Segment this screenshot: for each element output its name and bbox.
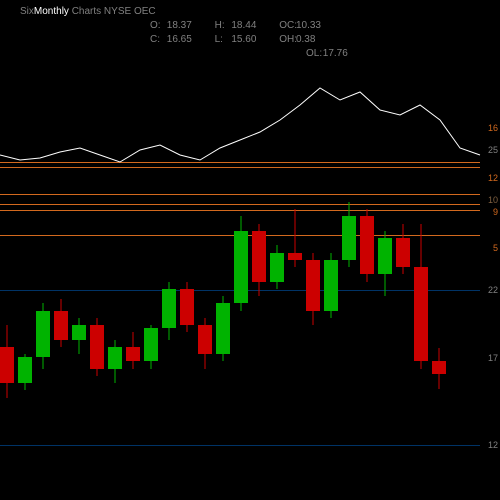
candle <box>270 0 284 500</box>
axis-label: 10 <box>488 195 498 205</box>
candle-body <box>288 253 302 260</box>
candle-body <box>360 216 374 274</box>
candle-body <box>342 216 356 260</box>
axis-label: 25 <box>488 145 498 155</box>
candle-body <box>234 231 248 304</box>
candle-body <box>54 311 68 340</box>
axis-label: 12 <box>488 440 498 450</box>
candle <box>414 0 428 500</box>
candle <box>378 0 392 500</box>
candle-body <box>324 260 338 311</box>
candle-body <box>0 347 14 383</box>
candle <box>180 0 194 500</box>
candle <box>18 0 32 500</box>
candle <box>54 0 68 500</box>
candle <box>0 0 14 500</box>
candle <box>342 0 356 500</box>
candle-body <box>378 238 392 274</box>
candle <box>36 0 50 500</box>
axis-label: 12 <box>488 173 498 183</box>
candle-body <box>252 231 266 282</box>
candle <box>234 0 248 500</box>
candle <box>324 0 338 500</box>
candle-body <box>108 347 122 369</box>
candle-body <box>36 311 50 357</box>
candle-body <box>270 253 284 282</box>
candlestick-area <box>0 0 500 500</box>
candle <box>216 0 230 500</box>
axis-label: 9 <box>493 207 498 217</box>
candle <box>360 0 374 500</box>
candle <box>288 0 302 500</box>
candle-body <box>126 347 140 362</box>
candle-body <box>90 325 104 369</box>
candle <box>432 0 446 500</box>
chart-container: SixMonthly Charts NYSE OEC O: 18.37 H: 1… <box>0 0 500 500</box>
candle-body <box>432 361 446 374</box>
candle-body <box>162 289 176 328</box>
candle <box>144 0 158 500</box>
candle <box>162 0 176 500</box>
axis-label: 22 <box>488 285 498 295</box>
candle-body <box>396 238 410 267</box>
candle-body <box>72 325 86 340</box>
axis-label: 17 <box>488 353 498 363</box>
candle-body <box>180 289 194 325</box>
candle-body <box>414 267 428 361</box>
axis-label: 5 <box>493 243 498 253</box>
candle <box>306 0 320 500</box>
candle-body <box>144 328 158 361</box>
candle-body <box>198 325 212 354</box>
candle <box>108 0 122 500</box>
candle <box>198 0 212 500</box>
candle <box>126 0 140 500</box>
axis-label: 16 <box>488 123 498 133</box>
candle <box>252 0 266 500</box>
candle-body <box>18 357 32 383</box>
candle <box>90 0 104 500</box>
candle <box>72 0 86 500</box>
candle-body <box>306 260 320 311</box>
candle <box>396 0 410 500</box>
candle-body <box>216 303 230 354</box>
